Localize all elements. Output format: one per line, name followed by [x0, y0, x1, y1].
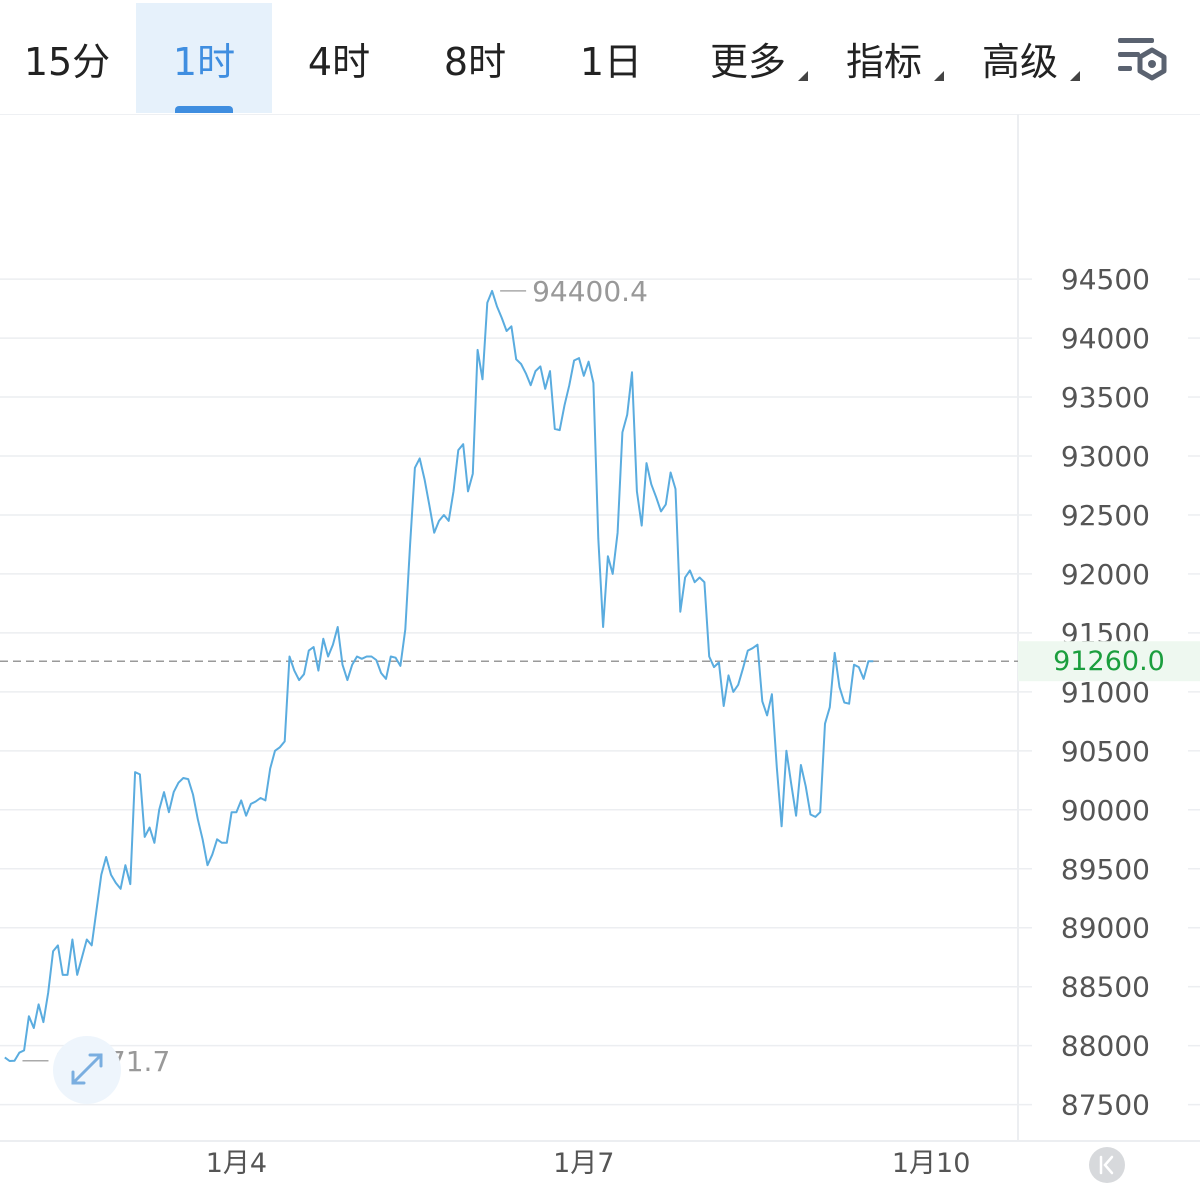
- tab-label: 1时: [172, 39, 236, 84]
- tab-label: 高级: [981, 39, 1058, 84]
- y-axis-ticks: 9450094000935009300092500920009150091000…: [1061, 263, 1150, 1122]
- tab-label: 指标: [845, 39, 922, 84]
- expand-chart-button[interactable]: [53, 1036, 121, 1104]
- dropdown-caret-icon: [934, 71, 944, 81]
- grid-lines: [0, 278, 1200, 1106]
- scroll-to-latest-button[interactable]: [1089, 1147, 1125, 1183]
- interval-tab-bar: 15分 1时 4时 8时 1日 更多 指标 高级: [0, 0, 1200, 115]
- chart-settings-button[interactable]: [1112, 30, 1174, 86]
- x-tick-label: 1月10: [892, 1148, 971, 1179]
- tab-0[interactable]: 15分: [0, 3, 134, 113]
- active-tab-indicator: [175, 106, 233, 113]
- y-tick-label: 88500: [1061, 971, 1150, 1004]
- tab-4[interactable]: 1日: [544, 3, 678, 113]
- expand-icon: [71, 1053, 103, 1085]
- tab-label: 1日: [579, 39, 643, 84]
- tab-6[interactable]: 指标: [816, 3, 952, 113]
- price-series-line: [4, 289, 874, 1062]
- high-low-markers: 94400.487871.7: [22, 275, 648, 1078]
- y-tick-label: 91000: [1061, 676, 1150, 709]
- x-tick-label: 1月4: [206, 1148, 267, 1179]
- tab-5[interactable]: 更多: [680, 3, 816, 113]
- current-price-label: 91260.0: [1053, 646, 1165, 677]
- high-value-label: 94400.4: [532, 275, 648, 308]
- tab-7[interactable]: 高级: [952, 3, 1088, 113]
- y-tick-label: 92500: [1061, 499, 1150, 532]
- tab-label: 更多: [709, 39, 786, 84]
- y-tick-label: 88000: [1061, 1030, 1150, 1063]
- y-tick-label: 93500: [1061, 381, 1150, 414]
- current-price-label-bg: [1018, 641, 1200, 682]
- tab-label: 8时: [443, 39, 507, 84]
- skip-to-end-icon: [1099, 1155, 1114, 1175]
- tab-1[interactable]: 1时: [136, 3, 272, 113]
- dropdown-caret-icon: [1070, 71, 1080, 81]
- y-tick-label: 89000: [1061, 912, 1150, 945]
- x-axis-ticks: 1月4 1月7 1月10: [206, 1148, 971, 1179]
- y-tick-label: 94500: [1061, 263, 1150, 296]
- y-tick-label: 89500: [1061, 853, 1150, 886]
- chart-settings-icon: [1118, 38, 1167, 81]
- y-tick-label: 93000: [1061, 440, 1150, 473]
- x-tick-label: 1月7: [553, 1148, 614, 1179]
- tab-label: 15分: [23, 39, 111, 84]
- tab-label: 4时: [307, 39, 371, 84]
- dropdown-caret-icon: [798, 71, 808, 81]
- tab-2[interactable]: 4时: [272, 3, 406, 113]
- y-tick-label: 90500: [1061, 735, 1150, 768]
- y-tick-label: 92000: [1061, 558, 1150, 591]
- tab-3[interactable]: 8时: [408, 3, 542, 113]
- y-tick-label: 87500: [1061, 1089, 1150, 1122]
- y-tick-label: 94000: [1061, 322, 1150, 355]
- y-tick-label: 90000: [1061, 794, 1150, 827]
